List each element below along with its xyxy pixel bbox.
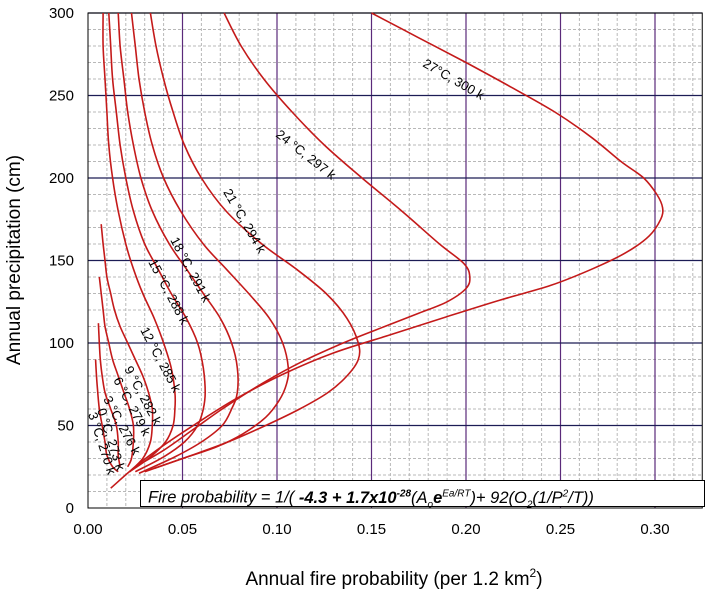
formula-arrhenius: (AoeEa/RT <box>411 488 471 510</box>
formula-constants: -4.3 + 1.7x10-28 <box>298 488 412 507</box>
y-tick-label: 50 <box>57 418 74 435</box>
isotherm-curve <box>149 12 361 470</box>
x-axis-title: Annual fire probability (per 1.2 km2) <box>245 566 542 590</box>
x-tick-label: 0.15 <box>357 521 386 538</box>
formula-oxygen: )+ 92(O2(1/P2/T)) <box>470 488 594 510</box>
x-tick-label: 0.30 <box>640 521 669 538</box>
isotherm-curve <box>117 12 239 475</box>
curve-label: 21 °C, 294 k <box>220 186 269 256</box>
formula-prefix: Fire probability = 1/( <box>148 488 299 507</box>
isotherm-curve <box>100 224 154 473</box>
plot-frame <box>87 12 703 509</box>
isotherm-curve <box>98 276 135 468</box>
x-tick-label: 0.10 <box>262 521 291 538</box>
isotherm-curve <box>102 12 177 473</box>
x-tick-labels: 0.00 0.05 0.10 0.15 0.20 0.25 0.30 <box>73 521 669 538</box>
isotherm-curve <box>94 359 119 473</box>
isotherm-curve <box>110 12 664 489</box>
y-axis-title: Annual precipitation (cm) <box>4 155 25 365</box>
y-tick-label: 250 <box>49 88 74 105</box>
y-tick-label: 150 <box>49 253 74 270</box>
y-tick-label: 200 <box>49 170 74 187</box>
y-tick-labels: 0 50 100 150 200 250 300 <box>49 5 74 517</box>
x-tick-label: 0.05 <box>168 521 197 538</box>
isotherm-curve <box>134 12 471 468</box>
x-tick-label: 0.20 <box>451 521 480 538</box>
x-tick-label: 0.00 <box>73 521 102 538</box>
y-tick-label: 300 <box>49 5 74 22</box>
y-tick-label: 0 <box>66 500 74 517</box>
x-tick-label: 0.25 <box>546 521 575 538</box>
formula-box: Fire probability = 1/( -4.3 + 1.7x10-28(… <box>140 480 705 510</box>
curve-label: 24 °C, 297 k <box>273 127 339 183</box>
isotherm-curve <box>130 12 290 473</box>
isotherm-curve <box>97 323 121 467</box>
y-tick-label: 100 <box>49 335 74 352</box>
curves <box>94 12 664 489</box>
